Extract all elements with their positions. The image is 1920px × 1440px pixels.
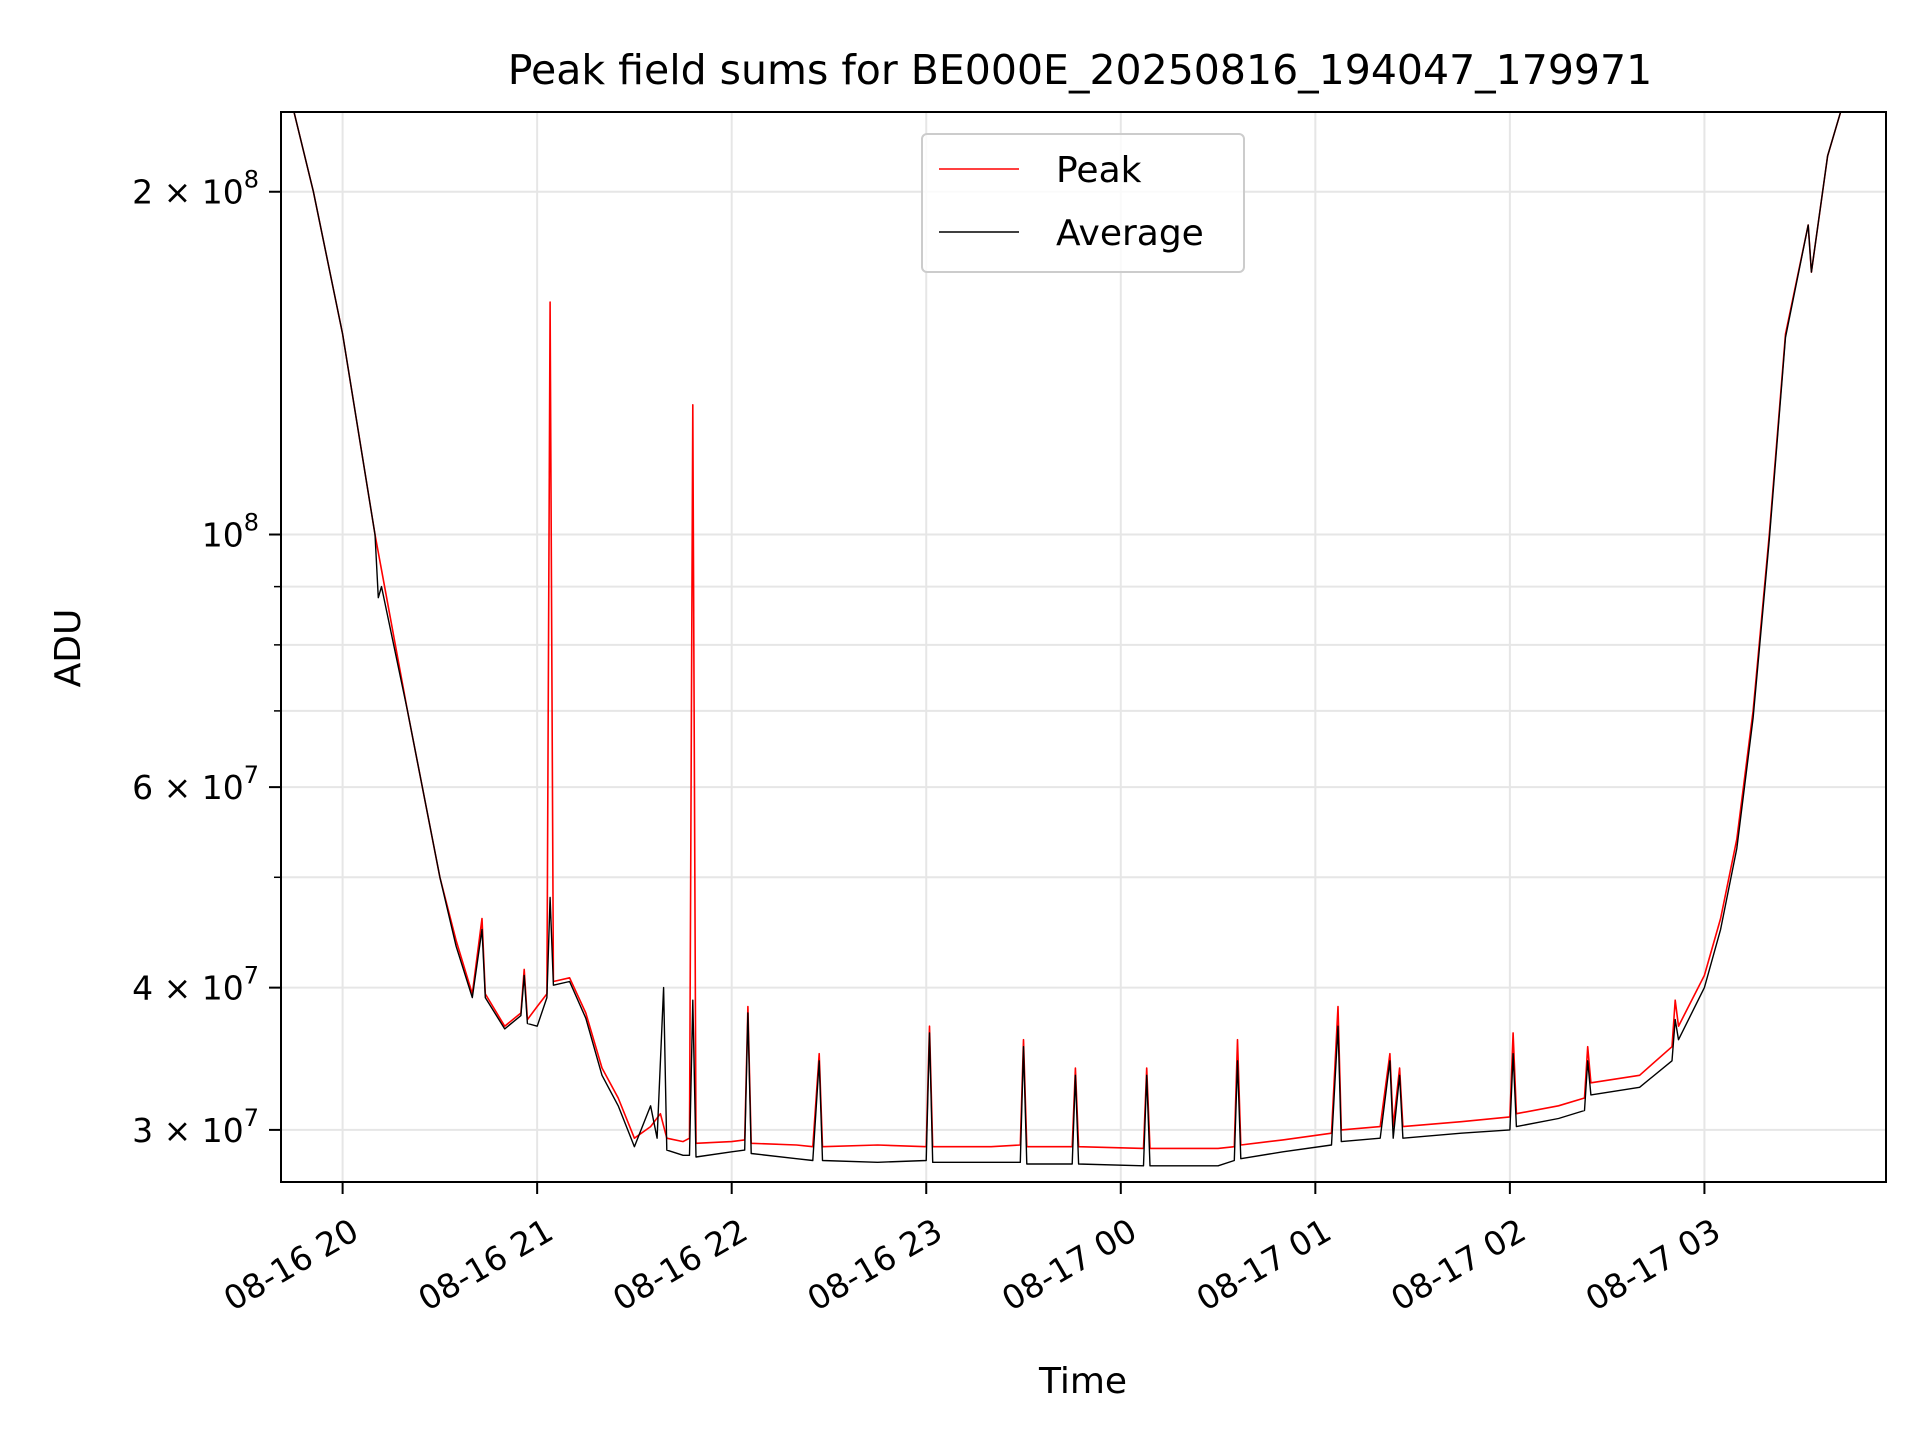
chart-title: Peak field sums for BE000E_20250816_1940… <box>508 46 1652 94</box>
y-tick-label: 108 <box>202 509 259 555</box>
y-tick-label-base: 4 × 10 <box>132 969 244 1008</box>
y-tick-label-exponent: 8 <box>244 509 259 537</box>
y-tick-label-base: 6 × 10 <box>132 768 244 807</box>
legend-label-average: Average <box>1056 213 1204 254</box>
x-axis-label: Time <box>1038 1361 1127 1402</box>
y-tick-label: 3 × 107 <box>132 1104 259 1150</box>
y-tick-label-exponent: 7 <box>244 962 259 990</box>
series-line-average <box>281 112 1886 1167</box>
y-tick-label-base: 2 × 10 <box>132 173 244 212</box>
y-tick-label: 6 × 107 <box>132 761 259 807</box>
plot-frame <box>280 111 1887 1183</box>
y-tick-label: 4 × 107 <box>132 962 259 1008</box>
series-lines <box>281 112 1886 1167</box>
y-tick-label-exponent: 7 <box>244 1104 259 1132</box>
y-tick-label-exponent: 8 <box>244 166 259 194</box>
y-tick-label: 2 × 108 <box>132 166 259 212</box>
legend-label-peak: Peak <box>1056 150 1142 191</box>
y-tick-label-base: 3 × 10 <box>132 1111 244 1150</box>
y-axis-label: ADU <box>48 609 89 688</box>
y-tick-label-base: 10 <box>202 516 244 555</box>
legend: Peak Average <box>921 133 1245 273</box>
y-tick-label-exponent: 7 <box>244 761 259 789</box>
grid <box>281 112 1886 1182</box>
